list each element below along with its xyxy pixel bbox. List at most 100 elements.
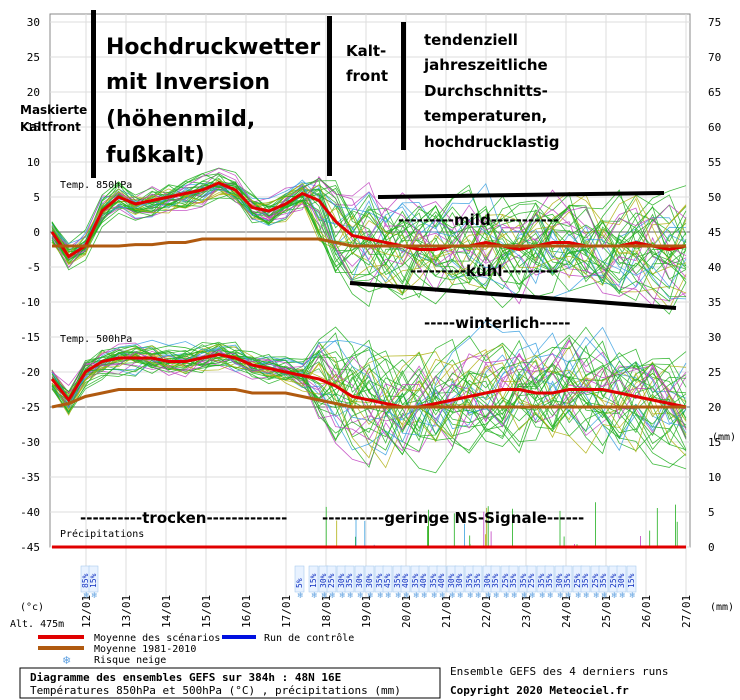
series-line-t500-2 xyxy=(50,352,687,409)
snowflake-icon: ❄ xyxy=(62,654,71,667)
y-left-tick: -5 xyxy=(27,261,40,274)
snow-risk-pct: 5% xyxy=(295,578,304,588)
ensemble-member-line xyxy=(51,173,687,269)
snowflake-icon: ❄ xyxy=(457,591,464,600)
snow-risk-cell xyxy=(382,565,393,593)
trend-line-upper xyxy=(377,191,665,199)
ensemble-member-line xyxy=(51,326,687,451)
snowflake-icon: ❄ xyxy=(449,591,456,600)
ann-tendenz-4: temperaturen, xyxy=(424,107,547,125)
ann-kaltfront-1: Kalt- xyxy=(346,42,386,60)
ensemble-member-line xyxy=(51,353,687,469)
y-right-tick: 0 xyxy=(708,541,715,554)
ann-mild: ---------mild----------- xyxy=(398,211,559,229)
y-right-tick: 55 xyxy=(708,156,721,169)
snowflake-icon: ❄ xyxy=(367,591,374,600)
snowflake-icon: ❄ xyxy=(565,591,572,600)
ensemble-member-line xyxy=(51,345,687,454)
label-precip: Précipitations xyxy=(60,528,144,540)
snowflake-icon: ❄ xyxy=(431,591,438,600)
snow-risk-pct: 25% xyxy=(573,573,582,588)
snow-risk-cell xyxy=(436,565,447,593)
y-left-tick: 20 xyxy=(27,86,40,99)
snow-risk-cell xyxy=(526,565,537,593)
footer-subtitle: Températures 850hPa et 500hPa (°C) , pré… xyxy=(30,684,401,697)
x-tick: 26/01 xyxy=(640,595,653,628)
x-tick: 20/01 xyxy=(400,595,413,628)
mean-lines xyxy=(50,181,687,549)
snow-risk-row: 85%❄15%❄5%❄15%❄30%❄25%❄30%❄35%❄30%❄30%❄3… xyxy=(80,565,637,600)
snow-risk-cell xyxy=(472,565,483,593)
legend-mean-label: Moyenne des scénarios xyxy=(94,632,220,644)
snowflake-icon: ❄ xyxy=(83,591,90,600)
label-t850: Temp. 850hPa xyxy=(60,180,132,191)
snow-risk-pct: 35% xyxy=(581,573,590,588)
snow-risk-pct: 25% xyxy=(591,573,600,588)
altitude-label: Alt. 475m xyxy=(10,619,64,630)
bar-marker-1 xyxy=(91,10,96,178)
y-left-tick: 10 xyxy=(27,156,40,169)
ann-kaltfront-2: front xyxy=(346,67,388,85)
snow-risk-pct: 35% xyxy=(393,573,402,588)
snowflake-icon: ❄ xyxy=(485,591,492,600)
snow-risk-pct: 25% xyxy=(527,573,536,588)
y-left-tick: -15 xyxy=(20,331,40,344)
y-right-tick: 20 xyxy=(708,401,721,414)
ensemble-member-line xyxy=(51,338,687,434)
snowflake-icon: ❄ xyxy=(467,591,474,600)
y-right-tick: 5 xyxy=(708,506,715,519)
snowflake-icon: ❄ xyxy=(547,591,554,600)
ann-kuehl: ---------kühl--------- xyxy=(410,262,559,280)
snow-risk-cell xyxy=(626,565,637,593)
snowflake-icon: ❄ xyxy=(413,591,420,600)
footer-box xyxy=(19,667,441,699)
snow-risk-cell xyxy=(490,565,501,593)
y-left-tick: -45 xyxy=(20,541,40,554)
snow-risk-cell xyxy=(508,565,519,593)
legend-climo-label: Moyenne 1981-2010 xyxy=(94,644,196,655)
snowflake-icon: ❄ xyxy=(421,591,428,600)
y-right-tick: 30 xyxy=(708,331,721,344)
bar-marker-2 xyxy=(327,16,332,176)
snow-risk-pct: 35% xyxy=(599,573,608,588)
snowflake-icon: ❄ xyxy=(357,591,364,600)
y-right-unit: (mm) xyxy=(710,602,734,613)
snow-risk-cell xyxy=(598,565,609,593)
x-tick: 13/01 xyxy=(120,595,133,628)
ensemble-member-line xyxy=(51,178,687,307)
y-left-tick: -30 xyxy=(20,436,40,449)
snowflake-icon: ❄ xyxy=(91,591,98,600)
snowflake-icon: ❄ xyxy=(339,591,346,600)
snow-risk-pct: 30% xyxy=(365,573,374,588)
y-left-tick: 15 xyxy=(27,121,40,134)
snow-risk-cell xyxy=(400,565,411,593)
snow-risk-pct: 25% xyxy=(609,573,618,588)
footer-runs: Ensemble GEFS des 4 derniers runs xyxy=(450,665,669,678)
legend-snow-label: Risque neige xyxy=(94,655,166,666)
snow-risk-cell xyxy=(616,565,627,593)
snowflake-icon: ❄ xyxy=(619,591,626,600)
x-tick: 17/01 xyxy=(280,595,293,628)
snow-risk-pct: 30% xyxy=(447,573,456,588)
annotation-tendenz: tendenziell jahreszeitliche Durchschnitt… xyxy=(423,31,559,151)
y-left-tick: 30 xyxy=(27,16,40,29)
y-left-tick: -40 xyxy=(20,506,40,519)
ensemble-member-line xyxy=(51,183,687,288)
snowflake-icon: ❄ xyxy=(557,591,564,600)
snow-risk-pct: 35% xyxy=(491,573,500,588)
y-right-tick: 50 xyxy=(708,191,721,204)
snow-risk-pct: 35% xyxy=(563,573,572,588)
y-left-tick: 25 xyxy=(27,51,40,64)
snowflake-icon: ❄ xyxy=(511,591,518,600)
y-right-tick: 25 xyxy=(708,366,721,379)
snowflake-icon: ❄ xyxy=(575,591,582,600)
x-tick: 27/01 xyxy=(680,595,693,628)
ensemble-member-line xyxy=(51,350,687,440)
x-tick: 12/01 xyxy=(80,595,93,628)
y-right-tick: 45 xyxy=(708,226,721,239)
x-tick: 21/01 xyxy=(440,595,453,628)
x-tick: 18/01 xyxy=(320,595,333,628)
snow-risk-pct: 30% xyxy=(483,573,492,588)
snowflake-icon: ❄ xyxy=(593,591,600,600)
